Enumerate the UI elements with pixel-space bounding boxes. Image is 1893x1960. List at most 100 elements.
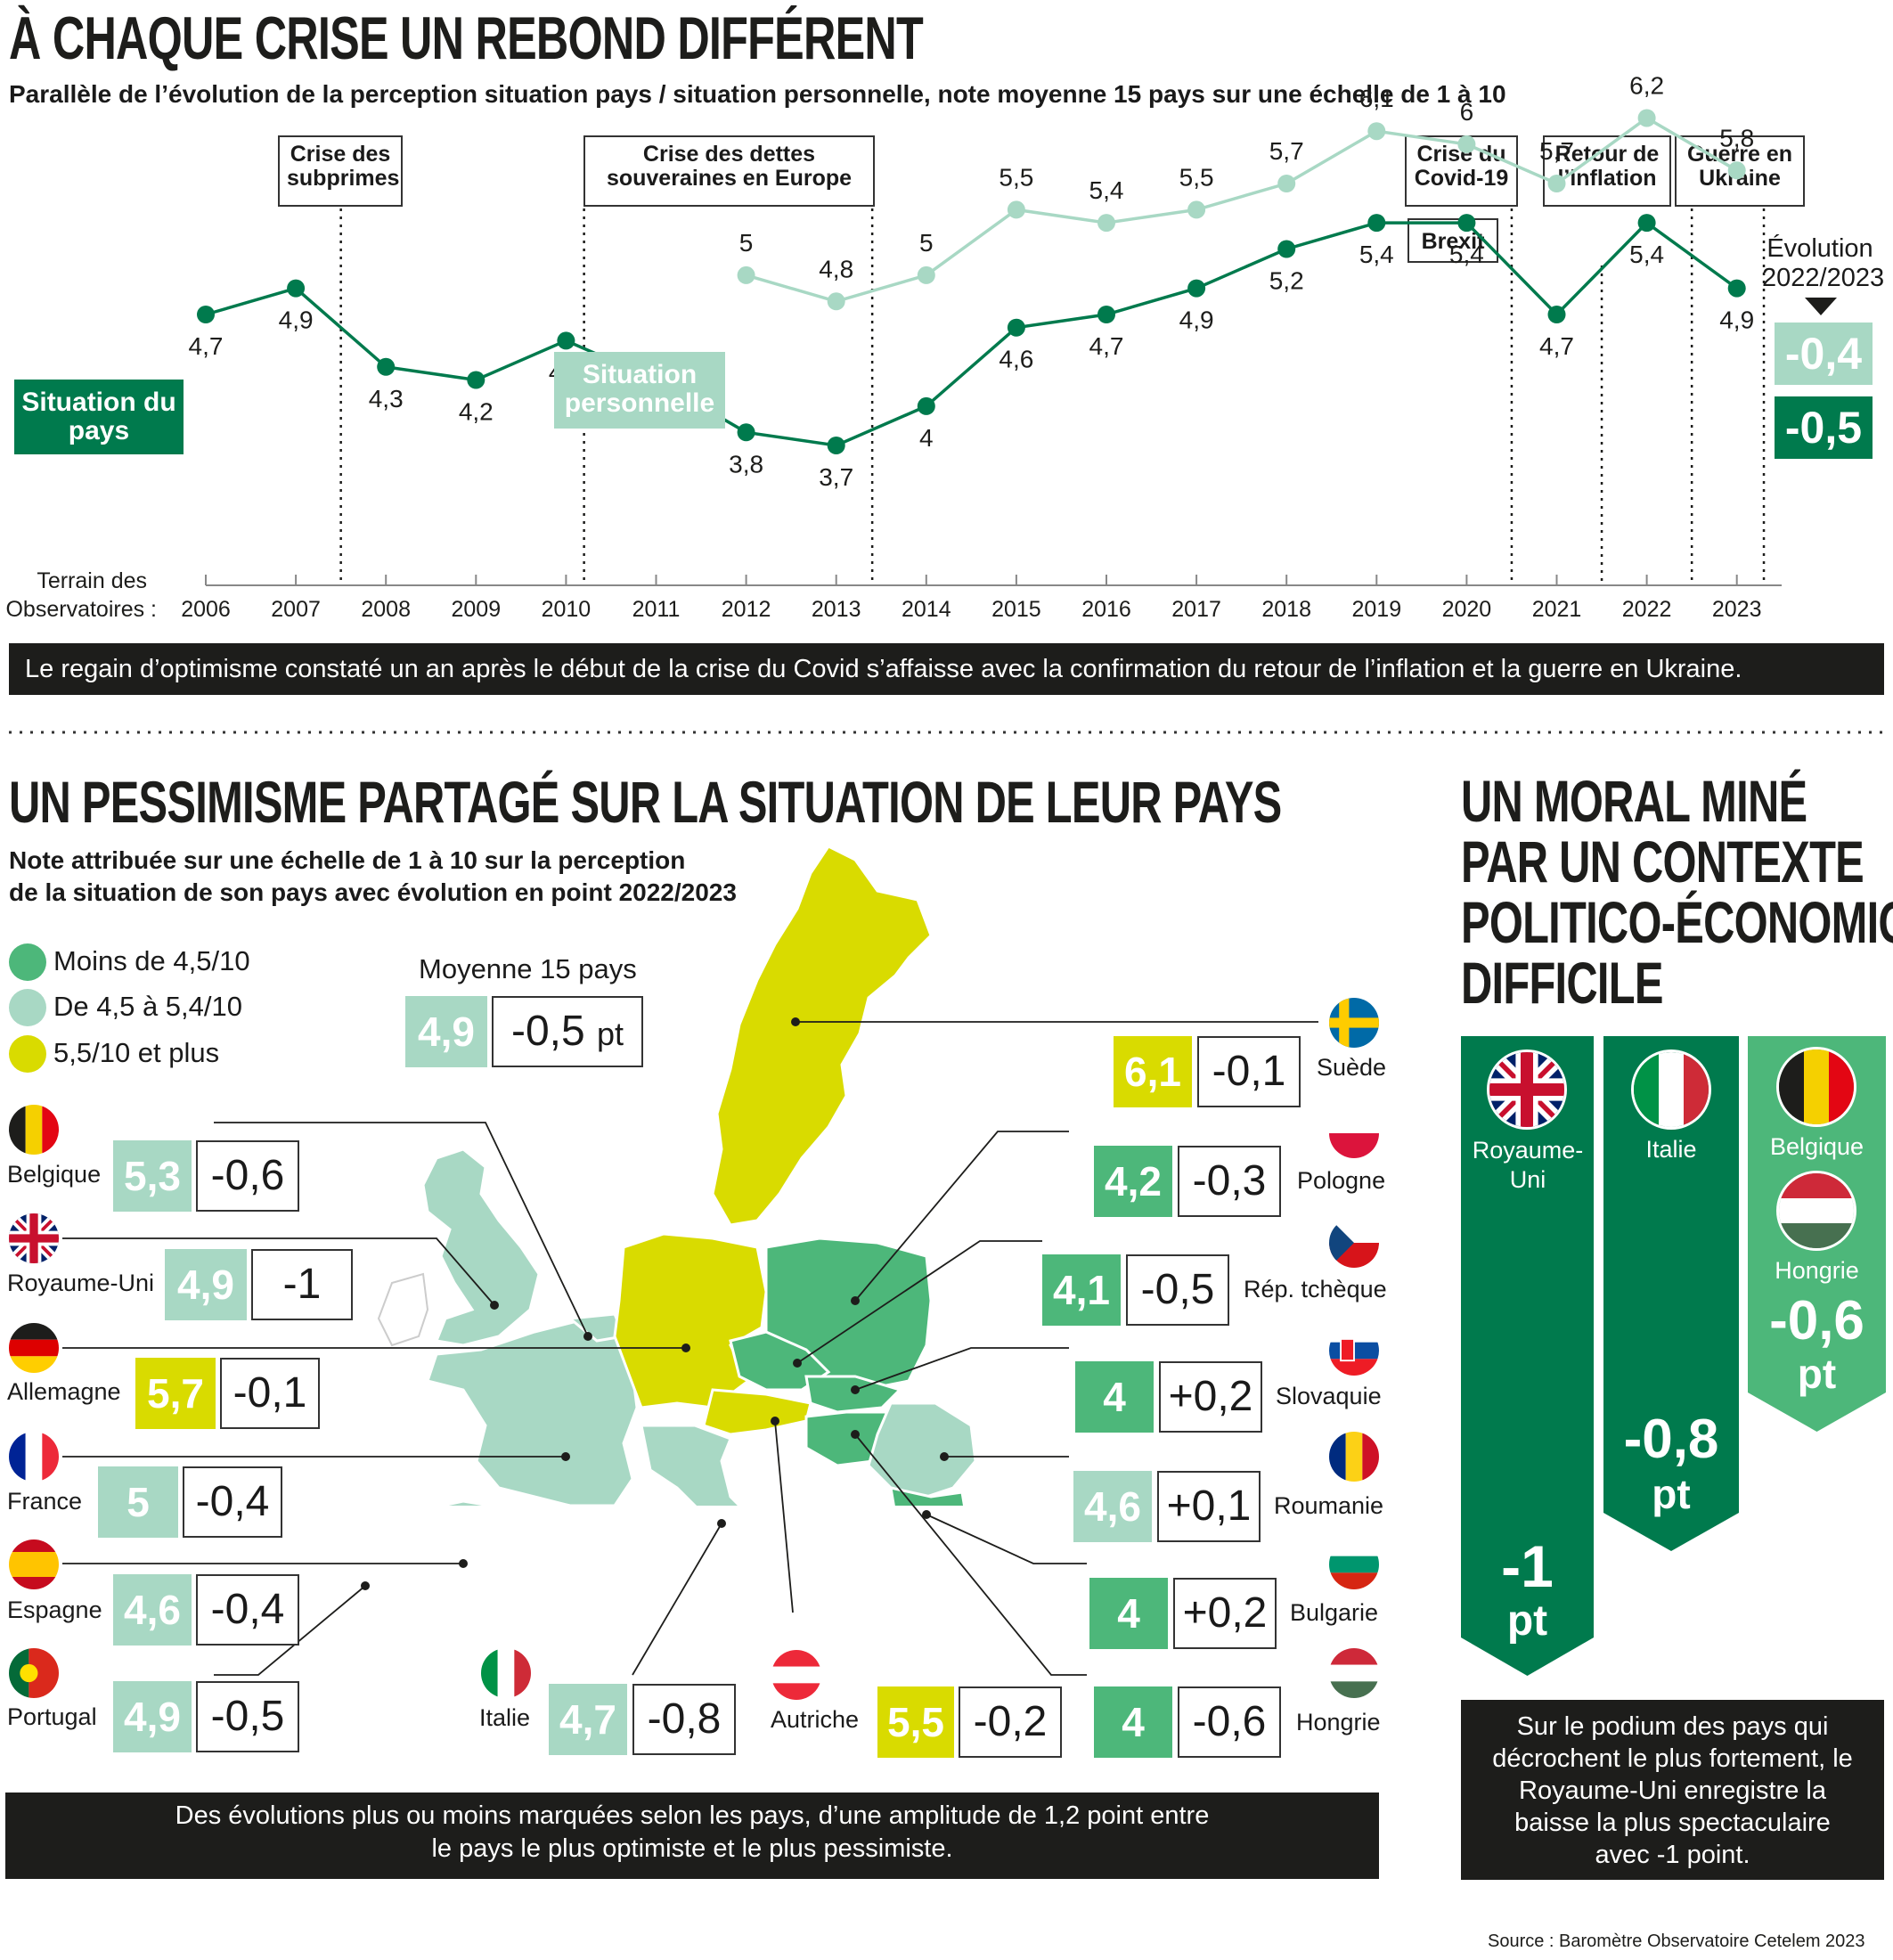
x-tick-label-2021: 2021	[1532, 597, 1582, 622]
point-personnelle-2020	[1457, 135, 1476, 153]
change-allemagne: -0,1	[220, 1358, 320, 1429]
flag-bulgarie-icon	[1329, 1539, 1379, 1589]
legend-dot-high	[9, 1035, 46, 1073]
source: Source : Baromètre Observatoire Cetelem …	[1488, 1931, 1865, 1951]
country-label-belgique: Belgique	[7, 1161, 102, 1188]
point-pays-2018	[1277, 240, 1296, 258]
flag-portugal-icon	[9, 1648, 59, 1698]
point-pays-2007	[287, 279, 306, 298]
x-tick-label-2020: 2020	[1442, 597, 1492, 622]
flag-autriche-icon	[771, 1650, 821, 1700]
data-label-pays-2019: 5,4	[1359, 241, 1394, 268]
point-pays-2016	[1097, 306, 1115, 323]
series-line-pays	[205, 220, 1738, 447]
change-slovaquie: +0,2	[1159, 1361, 1262, 1433]
flag-allemagne-icon	[9, 1323, 59, 1373]
evolution-pays-value: -0,5	[1775, 396, 1873, 459]
podium-name-hongrie: Hongrie	[1775, 1257, 1859, 1284]
change-pologne: -0,3	[1178, 1146, 1281, 1217]
point-pays-2015	[1007, 318, 1025, 337]
line-slovaquie	[854, 1347, 1069, 1391]
section3-title: UN MORAL MINÉ PAR UN CONTEXTE POLITICO-É…	[1461, 771, 1893, 1013]
line-belgique	[214, 1122, 589, 1337]
change-espagne: -0,4	[196, 1574, 299, 1646]
point-personnelle-2012	[737, 265, 755, 284]
data-label-personnelle-2018: 5,7	[1269, 137, 1304, 165]
podium-value-italie: -0,8	[1623, 1409, 1719, 1470]
point-personnelle-2015	[1007, 200, 1025, 219]
evolution-arrow-icon	[1805, 298, 1837, 315]
legend-dot-mid	[9, 989, 46, 1026]
line-bulgarie	[926, 1514, 1087, 1564]
country-label-bulgarie: Bulgarie	[1290, 1599, 1379, 1626]
podium-note: Sur le podium des pays qui décrochent le…	[1461, 1700, 1884, 1880]
change-royaume-uni: -1	[251, 1249, 353, 1320]
flag-roumanie-icon	[1329, 1432, 1379, 1482]
point-pays-2012	[737, 423, 755, 442]
data-label-pays-2009: 4,2	[459, 398, 494, 426]
podium-unit-italie: pt	[1652, 1471, 1691, 1517]
legend-mid: De 4,5 à 5,4/10	[53, 991, 242, 1022]
data-label-pays-2008: 4,3	[369, 385, 404, 412]
change-rep-tcheque: -0,5	[1126, 1254, 1229, 1326]
value-belgique: 5,3	[113, 1140, 192, 1212]
data-label-personnelle-2015: 5,5	[999, 163, 1033, 191]
value-bulgarie: 4	[1089, 1578, 1168, 1649]
value-france: 5	[98, 1466, 178, 1538]
x-tick-label-2019: 2019	[1351, 597, 1401, 622]
point-pays-2017	[1187, 279, 1206, 298]
map-sweden	[711, 845, 933, 1227]
value-pologne: 4,2	[1094, 1146, 1172, 1217]
value-autriche: 5,5	[877, 1686, 954, 1758]
average-change-unit: pt	[597, 1016, 624, 1052]
value-slovaquie: 4	[1075, 1361, 1154, 1433]
data-label-personnelle-2017: 5,5	[1179, 163, 1214, 191]
point-personnelle-2018	[1277, 175, 1296, 192]
podium-bar-royaume-uni	[1461, 1036, 1594, 1676]
country-label-roumanie: Roumanie	[1274, 1492, 1384, 1519]
country-label-allemagne: Allemagne	[7, 1378, 121, 1405]
flag-espagne-icon	[9, 1539, 59, 1589]
point-personnelle-2022	[1637, 109, 1656, 127]
europe-map	[377, 845, 977, 1506]
legend-dot-low	[9, 943, 46, 981]
x-tick-label-2014: 2014	[902, 597, 951, 622]
data-label-pays-2007: 4,9	[279, 306, 314, 334]
podium-flag-italie-icon	[1631, 1049, 1711, 1130]
data-label-pays-2021: 4,7	[1539, 332, 1574, 360]
line-royaume-uni	[62, 1237, 495, 1306]
data-label-pays-2013: 3,7	[819, 463, 853, 491]
country-label-autriche: Autriche	[771, 1706, 860, 1733]
point-pays-2021	[1547, 306, 1566, 323]
average-change: -0,5 pt	[492, 996, 643, 1067]
data-label-pays-2015: 4,6	[999, 346, 1033, 373]
value-italie: 4,7	[549, 1684, 627, 1755]
map-austria	[702, 1388, 812, 1436]
value-allemagne: 5,7	[135, 1358, 216, 1429]
podium-bar-italie	[1603, 1036, 1739, 1551]
page-title: À CHAQUE CRISE UN REBOND DIFFÉRENT	[9, 4, 924, 72]
flag-belgique-icon	[9, 1105, 59, 1155]
point-pays-2020	[1457, 214, 1476, 233]
evolution-label: Évolution 2022/2023	[1762, 234, 1885, 292]
line-portugal	[214, 1585, 366, 1676]
podium-value-royaume-uni: -1	[1501, 1533, 1554, 1599]
podium-name-italie: Italie	[1645, 1136, 1697, 1163]
x-tick-label-2022: 2022	[1622, 597, 1672, 622]
section3-title-line-2: PAR UN CONTEXTE	[1461, 829, 1864, 894]
map-uk	[421, 1147, 541, 1347]
x-tick-label-2015: 2015	[991, 597, 1041, 622]
podium-flag-belgique-icon	[1776, 1047, 1856, 1127]
point-pays-2006	[197, 306, 215, 323]
section2-subtitle-2: de la situation de son pays avec évoluti…	[9, 878, 737, 906]
country-label-portugal: Portugal	[7, 1703, 97, 1730]
change-belgique: -0,6	[196, 1140, 299, 1212]
change-portugal: -0,5	[196, 1681, 299, 1752]
change-autriche: -0,2	[959, 1686, 1062, 1758]
flag-slovaquie-icon	[1329, 1326, 1379, 1376]
chart-subtitle: Parallèle de l’évolution de la perceptio…	[9, 80, 1506, 108]
value-suede: 6,1	[1114, 1036, 1192, 1107]
line-hongrie	[854, 1433, 1087, 1676]
x-tick-label-2017: 2017	[1171, 597, 1221, 622]
data-label-pays-2006: 4,7	[189, 332, 224, 360]
